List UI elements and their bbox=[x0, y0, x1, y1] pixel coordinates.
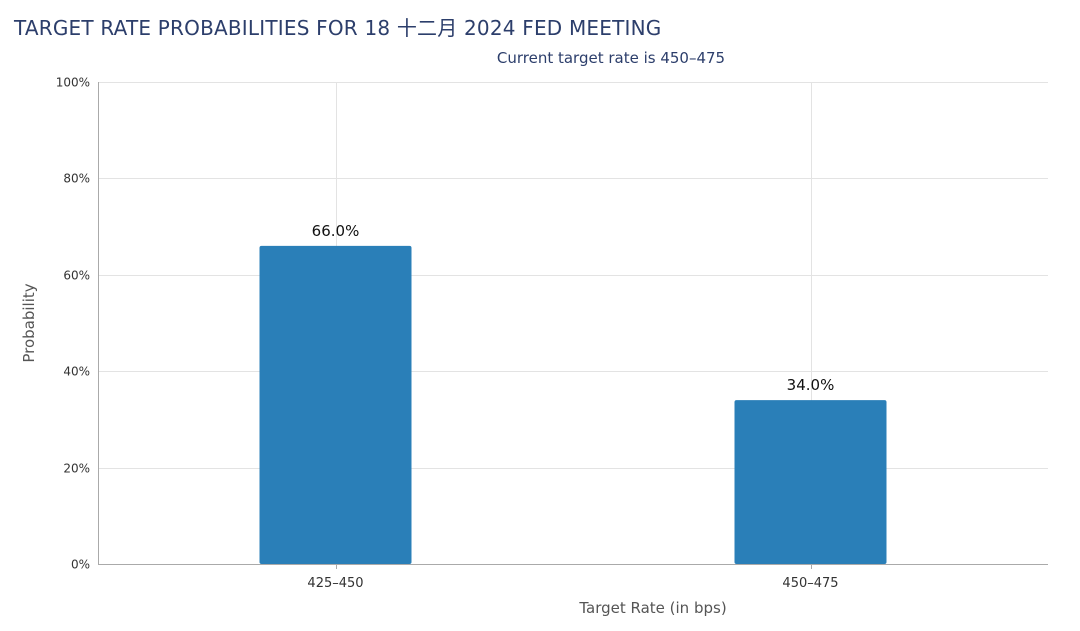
y-tick-label: 20% bbox=[63, 462, 90, 476]
chart-title: TARGET RATE PROBABILITIES FOR 18 十二月 202… bbox=[14, 16, 662, 40]
bar bbox=[259, 245, 412, 564]
data-label: 34.0% bbox=[787, 376, 835, 394]
y-tick-label: 100% bbox=[56, 76, 90, 90]
x-tick-label: 425–450 bbox=[307, 576, 363, 591]
y-tick-label: 80% bbox=[63, 172, 90, 186]
chart-subtitle: Current target rate is 450–475 bbox=[497, 49, 725, 67]
y-tick-label: 40% bbox=[63, 365, 90, 379]
x-tick-label: 450–475 bbox=[782, 576, 838, 591]
bar bbox=[734, 400, 887, 564]
y-tick-label: 60% bbox=[63, 269, 90, 283]
y-tick-label: 0% bbox=[71, 558, 90, 572]
data-label: 66.0% bbox=[312, 222, 360, 240]
x-axis-title: Target Rate (in bps) bbox=[578, 599, 726, 617]
y-axis-title: Probability bbox=[20, 283, 38, 362]
bars bbox=[259, 245, 887, 564]
gridlines bbox=[98, 82, 1048, 564]
labels: 0% 20% 40% 60% 80% 100% 66.0% 425–450 34.0% 450–4… bbox=[56, 76, 839, 592]
axes bbox=[98, 82, 1048, 569]
